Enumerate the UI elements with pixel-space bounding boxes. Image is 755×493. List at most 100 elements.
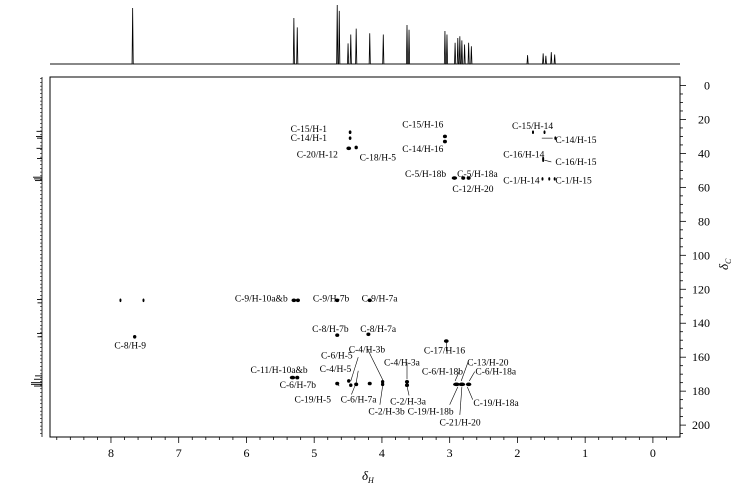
- peak-annotation: C-5/H-18b: [405, 170, 446, 180]
- peak-annotation: C-16/H-15: [555, 158, 596, 168]
- cross-peak: [443, 339, 449, 343]
- peak-annotation: C-14/H-15: [555, 136, 596, 146]
- peak-annotation: C-8/H-9: [114, 341, 146, 351]
- y-tick-label: 40: [698, 146, 710, 160]
- leader-line: [449, 386, 459, 405]
- cross-peak: [142, 298, 145, 303]
- y-tick-label: 20: [698, 112, 710, 126]
- peak-annotation: C-9/H-7a: [362, 295, 399, 305]
- leader-line: [351, 385, 356, 395]
- cross-peak: [453, 382, 460, 387]
- proton-projection-trace: [50, 4, 680, 65]
- cross-peak: [367, 381, 372, 386]
- cross-peak: [380, 382, 385, 387]
- cross-peak: [347, 379, 351, 383]
- cross-peak: [346, 146, 352, 151]
- leader-lines: [337, 137, 553, 415]
- leader-line: [406, 385, 410, 396]
- peak-annotation: C-15/H-16: [402, 121, 443, 131]
- x-tick-label: 8: [108, 446, 114, 460]
- peak-annotation: C-9/H-10a&b: [235, 295, 288, 305]
- peak-annotation: C-15/H-1: [291, 125, 328, 135]
- leader-line: [379, 386, 383, 405]
- peak-annotation: C-17/H-16: [424, 346, 465, 356]
- peak-annotation: C-8/H-7b: [312, 325, 349, 335]
- plot-frame: [49, 76, 681, 438]
- cross-peak: [295, 298, 300, 303]
- y-tick-label: 180: [692, 384, 710, 398]
- x-tick-label: 2: [514, 446, 520, 460]
- cross-peak: [458, 382, 466, 387]
- cross-peak: [348, 136, 352, 140]
- x-tick-label: 4: [379, 446, 385, 460]
- cross-peak: [548, 177, 551, 181]
- peak-annotation: C-2/H-3a: [390, 397, 427, 407]
- leader-line: [469, 371, 476, 382]
- peak-annotation: C-4/H-3b: [349, 346, 386, 356]
- peak-annotation: C-14/H-16: [402, 145, 443, 155]
- leader-line: [467, 386, 473, 400]
- x-axis: 8 7 6 5 4 3 2 1 0: [56, 437, 667, 460]
- proton-projection: [50, 4, 680, 65]
- cross-peak: [366, 332, 371, 337]
- peak-annotation: C-2/H-3b: [368, 408, 405, 418]
- y-axis: 0 20 40 60 80 100 120 140 160 180 200: [680, 78, 710, 435]
- cross-peak: [404, 383, 410, 388]
- peak-annotation: C-18/H-5: [360, 154, 397, 164]
- peak-annotation: C-4/H-3a: [384, 358, 421, 368]
- cross-peak: [543, 130, 546, 134]
- cross-peak: [354, 145, 358, 150]
- leader-line: [355, 370, 359, 383]
- cross-peak: [541, 177, 544, 181]
- peak-annotation: C-1/H-14: [503, 177, 540, 187]
- y-tick-label: 80: [698, 214, 710, 228]
- y-tick-label: 140: [692, 316, 710, 330]
- peak-annotation: C-4/H-5: [320, 365, 352, 375]
- peak-annotation: C-1/H-15: [555, 177, 592, 187]
- cross-peak: [380, 380, 385, 384]
- carbon-projection: [31, 77, 43, 437]
- cross-peak: [367, 298, 372, 303]
- leader-line: [544, 159, 552, 163]
- x-tick-label: 3: [447, 446, 453, 460]
- peak-annotation: C-6/H-5: [321, 351, 353, 361]
- leader-line: [460, 362, 469, 382]
- peak-annotation: C-13/H-20: [467, 358, 508, 368]
- x-tick-label: 5: [311, 446, 317, 460]
- cross-peak: [442, 134, 447, 139]
- peak-annotation: C-15/H-14: [512, 122, 553, 132]
- peak-annotation: C-19/H-18a: [473, 399, 519, 409]
- cross-peak: [354, 382, 359, 387]
- peak-annotation: C-19/H-5: [295, 396, 332, 406]
- peak-annotation: C-8/H-7a: [360, 325, 397, 335]
- peak-annotation: C-6/H-7b: [280, 381, 317, 391]
- cross-peak: [132, 335, 137, 339]
- peak-annotation: C-9/H-7b: [313, 295, 350, 305]
- cross-peak: [554, 136, 557, 140]
- cross-peak: [404, 380, 410, 384]
- x-tick-label: 7: [176, 446, 182, 460]
- peak-annotation: C-5/H-18a: [457, 170, 498, 180]
- y-axis-label: δC: [716, 258, 733, 270]
- x-tick-label: 1: [582, 446, 588, 460]
- cross-peak: [553, 177, 556, 181]
- y-tick-label: 100: [692, 248, 710, 262]
- leader-line: [350, 357, 359, 382]
- cross-peak: [335, 381, 340, 386]
- peak-annotation: C-12/H-20: [452, 185, 493, 195]
- y-tick-label: 160: [692, 350, 710, 364]
- cross-peak: [542, 158, 545, 163]
- x-axis-label: δH: [362, 468, 375, 485]
- cross-peak: [295, 375, 300, 380]
- peak-annotation: C-11/H-10a&b: [251, 366, 308, 376]
- peak-annotation: C-14/H-1: [291, 134, 328, 144]
- cross-peak: [442, 139, 447, 144]
- cross-peak: [531, 130, 535, 134]
- leader-line: [454, 371, 460, 382]
- cross-peak: [289, 375, 296, 380]
- y-tick-label: 0: [704, 78, 710, 92]
- cross-peak: [465, 382, 472, 387]
- cross-peak: [349, 383, 353, 388]
- peak-annotations: C-15/H-1C-14/H-1 C-20/H-12 C-18/H-5 C-15/H-…: [114, 121, 596, 429]
- cross-peaks: [119, 130, 557, 388]
